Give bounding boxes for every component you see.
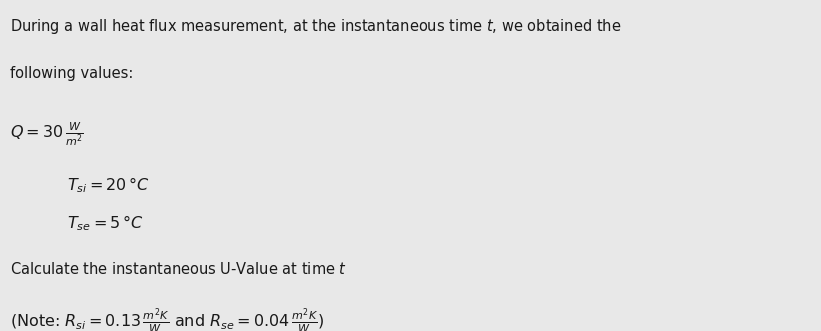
Text: $T_{se} = 5\,°C$: $T_{se} = 5\,°C$	[67, 213, 144, 233]
Text: (Note: $R_{si} = 0.13\,\frac{m^2K}{W}$ and $R_{se} = 0.04\,\frac{m^2K}{W}$): (Note: $R_{si} = 0.13\,\frac{m^2K}{W}$ a…	[10, 306, 324, 331]
Text: following values:: following values:	[10, 66, 133, 81]
Text: $T_{si} = 20\,°C$: $T_{si} = 20\,°C$	[67, 175, 150, 195]
Text: During a wall heat flux measurement, at the instantaneous time $t$, we obtained : During a wall heat flux measurement, at …	[10, 17, 621, 35]
Text: $Q = 30\,\frac{W}{m^2}$: $Q = 30\,\frac{W}{m^2}$	[10, 121, 84, 149]
Text: Calculate the instantaneous U-Value at time $t$: Calculate the instantaneous U-Value at t…	[10, 261, 347, 277]
